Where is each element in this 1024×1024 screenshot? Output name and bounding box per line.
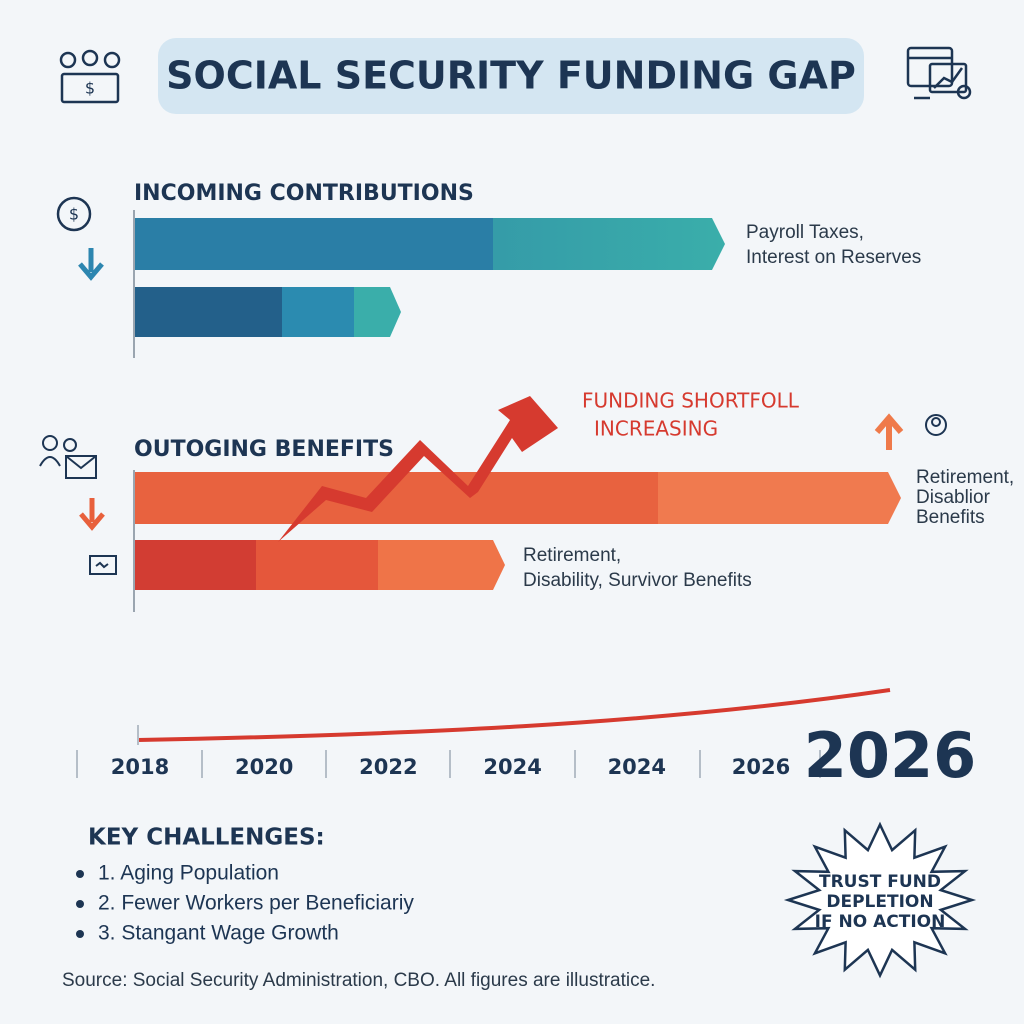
trend-line: [137, 688, 891, 742]
down-arrow: [79, 498, 105, 531]
svg-text:$: $: [69, 205, 79, 224]
svg-text:$: $: [85, 79, 95, 98]
person-mail-icon: [39, 435, 97, 479]
bar-label: Retirement,: [523, 545, 621, 566]
people-icon: [925, 414, 947, 436]
trend-arrow: [278, 396, 558, 542]
bar-segment: [256, 540, 378, 590]
bar-segment: [135, 287, 282, 337]
year-label: 2020: [235, 755, 293, 779]
highlight-year: 2026: [804, 719, 977, 792]
section-heading: INCOMING CONTRIBUTIONS: [134, 181, 474, 206]
bar-segment: [354, 287, 401, 337]
source-note: Source: Social Security Administration, …: [62, 970, 655, 991]
challenge-item: 1. Aging Population: [98, 862, 279, 885]
challenge-item: 3. Stangant Wage Growth: [98, 922, 339, 945]
title-banner: [158, 38, 864, 114]
bar-segment: [282, 287, 354, 337]
annotation: FUNDING SHORTFOLL: [582, 389, 800, 413]
side-label: Disablior: [916, 487, 991, 508]
annotation: INCREASING: [594, 417, 718, 441]
badge-text: TRUST FUND: [819, 872, 941, 892]
challenge-list: 1. Aging Population 2. Fewer Workers per …: [76, 862, 414, 945]
bar-segment: [135, 218, 493, 270]
side-label: Retirement,: [916, 467, 1014, 488]
bullet: [76, 930, 84, 938]
title: SOCIAL SECURITY FUNDING GAP: [166, 54, 856, 98]
bullet: [76, 870, 84, 878]
chat-icon: [89, 555, 117, 575]
section-heading: OUTOGING BENEFITS: [134, 437, 394, 462]
badge-star: [783, 821, 977, 979]
year-label: 2024: [608, 755, 666, 779]
down-arrow: [78, 248, 104, 281]
bar-label: Interest on Reserves: [746, 247, 921, 268]
up-arrow: [874, 413, 904, 450]
year-label: 2024: [483, 755, 541, 779]
calendar-chart-icon: [906, 46, 972, 100]
year-label: 2018: [111, 755, 169, 779]
challenges-heading: KEY CHALLENGES:: [88, 825, 325, 851]
bar-segment: [378, 540, 505, 590]
bar-label: Disability, Survivor Benefits: [523, 570, 752, 591]
bar-label: Payroll Taxes,: [746, 222, 864, 243]
bullet: [76, 900, 84, 908]
year-label: 2022: [359, 755, 417, 779]
side-label: Benefits: [916, 507, 985, 528]
challenge-item: 2. Fewer Workers per Beneficiariy: [98, 892, 414, 915]
bar-segment: [135, 540, 256, 590]
year-label: 2026: [732, 755, 790, 779]
people-money-icon: $: [59, 49, 121, 104]
badge-text: IF NO ACTION: [815, 912, 946, 932]
timeline: 2018 2020 2022 2024 2024 2026: [76, 725, 821, 779]
dollar-icon: $: [56, 196, 92, 232]
badge-text: DEPLETION: [826, 892, 933, 912]
